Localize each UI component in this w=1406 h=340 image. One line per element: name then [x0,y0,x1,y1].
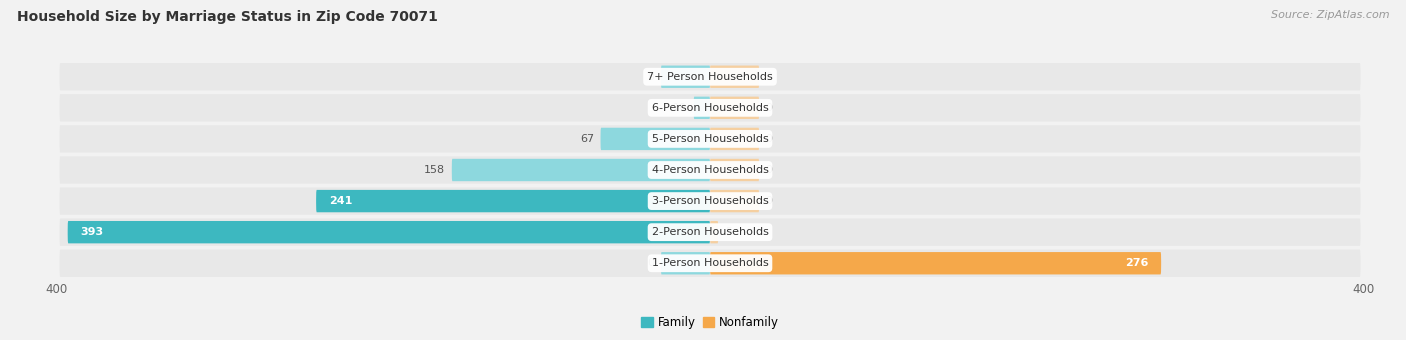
FancyBboxPatch shape [710,66,759,88]
Text: 0: 0 [647,72,654,82]
Legend: Family, Nonfamily: Family, Nonfamily [637,311,783,334]
Text: 67: 67 [579,134,593,144]
FancyBboxPatch shape [59,125,1361,153]
FancyBboxPatch shape [710,97,759,119]
FancyBboxPatch shape [710,221,718,243]
FancyBboxPatch shape [59,94,1361,121]
Text: 1-Person Households: 1-Person Households [651,258,769,268]
Text: 393: 393 [80,227,104,237]
FancyBboxPatch shape [661,252,710,274]
Text: 10: 10 [673,103,688,113]
Text: 5-Person Households: 5-Person Households [651,134,769,144]
FancyBboxPatch shape [59,63,1361,90]
Text: 0: 0 [766,134,773,144]
Text: 0: 0 [766,103,773,113]
FancyBboxPatch shape [710,190,759,212]
Text: 2-Person Households: 2-Person Households [651,227,769,237]
Text: 276: 276 [1125,258,1149,268]
Text: 0: 0 [766,196,773,206]
Text: 0: 0 [766,72,773,82]
FancyBboxPatch shape [59,250,1361,277]
Text: Household Size by Marriage Status in Zip Code 70071: Household Size by Marriage Status in Zip… [17,10,437,24]
FancyBboxPatch shape [451,159,710,181]
Text: 3-Person Households: 3-Person Households [651,196,769,206]
FancyBboxPatch shape [710,128,759,150]
FancyBboxPatch shape [600,128,710,150]
Text: Source: ZipAtlas.com: Source: ZipAtlas.com [1271,10,1389,20]
Text: 4-Person Households: 4-Person Households [651,165,769,175]
FancyBboxPatch shape [59,187,1361,215]
FancyBboxPatch shape [67,221,710,243]
Text: 0: 0 [647,258,654,268]
Text: 5: 5 [724,227,731,237]
Text: 7+ Person Households: 7+ Person Households [647,72,773,82]
Text: 158: 158 [425,165,446,175]
FancyBboxPatch shape [710,159,759,181]
Text: 0: 0 [766,165,773,175]
FancyBboxPatch shape [316,190,710,212]
FancyBboxPatch shape [59,156,1361,184]
FancyBboxPatch shape [661,66,710,88]
FancyBboxPatch shape [710,252,1161,274]
Text: 241: 241 [329,196,353,206]
Text: 6-Person Households: 6-Person Households [651,103,769,113]
FancyBboxPatch shape [59,219,1361,246]
FancyBboxPatch shape [693,97,710,119]
